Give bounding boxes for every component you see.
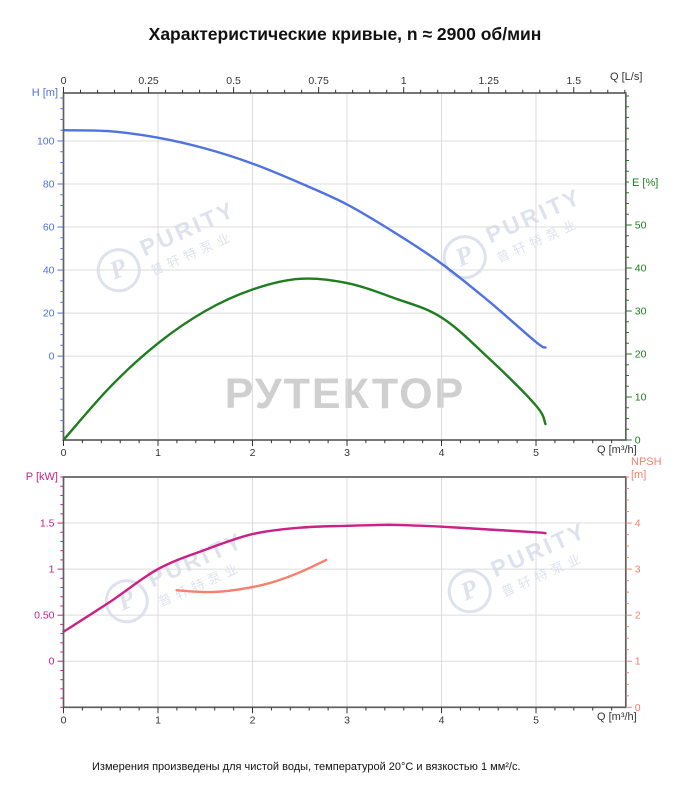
npsh-axis-label-line1: NPSH	[631, 456, 662, 468]
h-axis-label: H [m]	[31, 87, 58, 99]
svg-text:1: 1	[49, 564, 55, 576]
svg-text:30: 30	[635, 306, 647, 318]
svg-text:1: 1	[155, 447, 161, 459]
svg-text:20: 20	[43, 308, 55, 320]
svg-text:3: 3	[635, 564, 641, 576]
svg-text:2: 2	[250, 714, 256, 726]
svg-text:0: 0	[61, 714, 67, 726]
watermark-rutektor: РУТЕКТОР	[224, 370, 466, 418]
svg-text:1: 1	[155, 714, 161, 726]
svg-text:0: 0	[61, 75, 67, 87]
svg-text:0: 0	[49, 351, 55, 363]
svg-text:50: 50	[635, 220, 647, 232]
npsh-axis-label-line2: [m]	[631, 468, 647, 481]
svg-text:4: 4	[439, 714, 445, 726]
q-m3h-axis-label-top-chart: Q [m³/h]	[597, 444, 637, 456]
svg-text:4: 4	[635, 518, 641, 530]
svg-text:60: 60	[43, 222, 55, 234]
svg-text:1.25: 1.25	[478, 75, 499, 87]
q-ls-axis-label: Q [L/s]	[610, 71, 643, 83]
svg-text:40: 40	[635, 263, 647, 275]
svg-text:2: 2	[635, 610, 641, 622]
svg-text:1.5: 1.5	[40, 518, 55, 530]
svg-text:5: 5	[533, 714, 539, 726]
svg-text:3: 3	[344, 714, 350, 726]
svg-text:0: 0	[61, 447, 67, 459]
svg-text:1.5: 1.5	[566, 75, 581, 87]
e-axis-label: E [%]	[632, 177, 659, 189]
footer-note: Измерения произведены для чистой воды, т…	[92, 761, 521, 773]
npsh-axis-label: NPSH [m]	[631, 456, 662, 481]
svg-text:40: 40	[43, 265, 55, 277]
svg-text:0.5: 0.5	[226, 75, 241, 87]
svg-text:0.50: 0.50	[34, 610, 55, 622]
svg-text:0: 0	[635, 435, 641, 447]
svg-text:100: 100	[37, 135, 55, 147]
svg-text:5: 5	[533, 447, 539, 459]
q-m3h-axis-label-bottom-chart: Q [m³/h]	[597, 711, 637, 723]
svg-text:4: 4	[439, 447, 445, 459]
svg-text:80: 80	[43, 178, 55, 190]
svg-text:0: 0	[49, 656, 55, 668]
svg-text:1: 1	[635, 656, 641, 668]
svg-text:1: 1	[401, 75, 407, 87]
svg-text:3: 3	[344, 447, 350, 459]
svg-text:2: 2	[250, 447, 256, 459]
svg-text:0: 0	[635, 702, 641, 714]
chart-title: Характеристические кривые, n ≈ 2900 об/м…	[148, 24, 542, 44]
svg-text:0.25: 0.25	[138, 75, 159, 87]
svg-text:20: 20	[635, 349, 647, 361]
svg-text:10: 10	[635, 392, 647, 404]
svg-text:0.75: 0.75	[308, 75, 329, 87]
p-axis-label: P [kW]	[25, 471, 58, 483]
